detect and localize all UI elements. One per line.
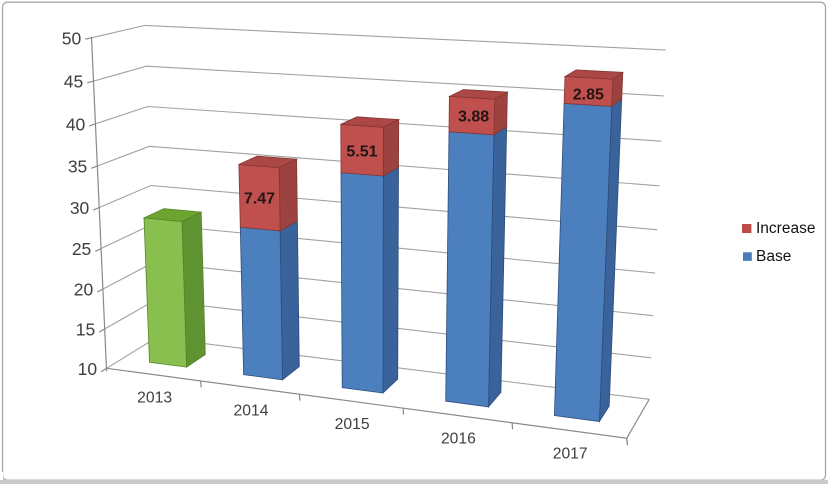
svg-text:15: 15	[76, 319, 95, 339]
svg-text:2016: 2016	[441, 430, 476, 447]
svg-text:45: 45	[64, 72, 83, 92]
svg-text:5.51: 5.51	[346, 144, 377, 161]
svg-text:2013: 2013	[137, 390, 172, 407]
svg-text:Increase: Increase	[756, 220, 815, 237]
svg-text:2014: 2014	[234, 403, 269, 420]
svg-text:35: 35	[68, 157, 87, 177]
svg-text:2017: 2017	[553, 445, 588, 462]
svg-text:40: 40	[66, 114, 86, 134]
svg-text:50: 50	[62, 28, 82, 48]
svg-text:Base: Base	[756, 248, 791, 265]
svg-text:2015: 2015	[335, 416, 370, 433]
svg-text:25: 25	[72, 239, 91, 259]
svg-text:2.85: 2.85	[573, 87, 604, 104]
svg-text:7.47: 7.47	[244, 191, 275, 208]
svg-text:3.88: 3.88	[458, 109, 489, 126]
svg-text:30: 30	[70, 198, 90, 218]
svg-text:10: 10	[78, 359, 98, 379]
svg-text:20: 20	[74, 280, 94, 300]
